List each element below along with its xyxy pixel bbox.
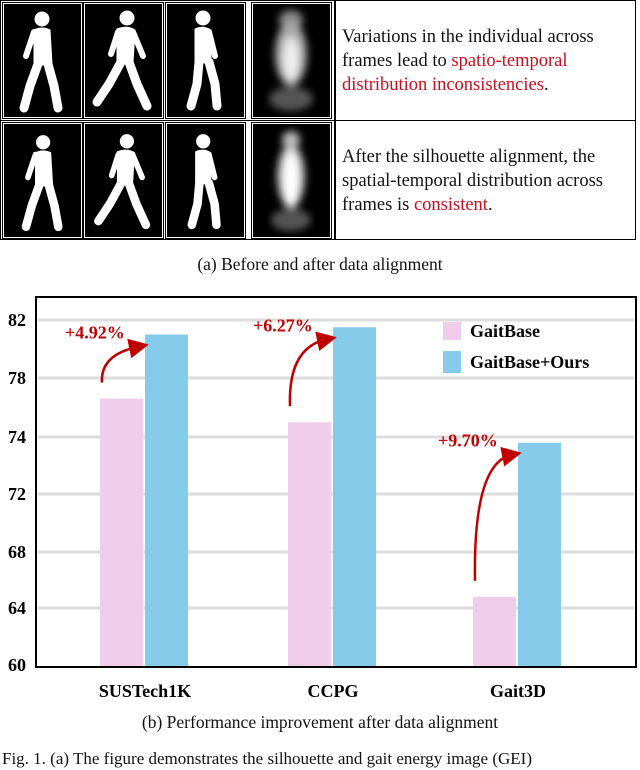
silhouette-frame — [3, 3, 82, 118]
silhouette-panel: Variations in the individual across fram… — [0, 0, 636, 240]
panel-row-after: After the silhouette alignment, the spat… — [1, 121, 635, 240]
legend-label-gaitbase: GaitBase — [470, 321, 540, 341]
silhouette-frame — [166, 3, 245, 118]
improvement-arrow — [473, 446, 522, 581]
bar-gaitbase-ccpg — [288, 422, 331, 666]
row-description: Variations in the individual across fram… — [334, 1, 635, 120]
bar-gaitbase-sustech1k — [100, 398, 143, 666]
y-tick-label: 68 — [8, 542, 26, 562]
caption-b: (b) Performance improvement after data a… — [141, 712, 499, 732]
y-tick-label: 78 — [8, 368, 26, 388]
bar-gaitbase-ours-ccpg — [333, 327, 376, 666]
y-tick-label: 72 — [8, 484, 26, 504]
bar-gaitbase-gait3d — [473, 596, 516, 666]
highlight-text: spatio-temporal distribution inconsisten… — [342, 50, 568, 95]
silhouette-frame — [84, 3, 163, 118]
y-tick-label: 82 — [8, 310, 26, 330]
x-category-label: Gait3D — [490, 681, 546, 701]
description-text: Variations in the individual across fram… — [342, 26, 594, 71]
silhouette-frame — [3, 123, 82, 238]
silhouette-frame — [166, 123, 245, 238]
highlight-text: consistent — [413, 194, 488, 215]
bar-gaitbase-ours-gait3d — [518, 442, 561, 666]
panel-row-before: Variations in the individual across fram… — [1, 1, 635, 121]
improvement-arrow — [288, 331, 337, 407]
bar-chart: +4.92% +6.27% +9.70% GaitBase GaitBase+Our… — [8, 296, 637, 701]
legend: GaitBase GaitBase+Ours — [443, 321, 589, 373]
legend-label-ours: GaitBase+Ours — [470, 352, 589, 372]
description-end: . — [487, 194, 493, 215]
legend-swatch-gaitbase — [443, 322, 461, 340]
gei-image — [252, 123, 331, 238]
improvement-arrow — [100, 338, 149, 383]
row-description: After the silhouette alignment, the spat… — [334, 121, 635, 240]
bar-gaitbase-ours-sustech1k — [145, 334, 188, 666]
x-category-label: CCPG — [308, 681, 359, 701]
x-category-label: SUSTech1K — [99, 681, 191, 701]
silhouette-frame — [84, 123, 163, 238]
improvement-label: +6.27% — [253, 315, 313, 335]
y-tick-label: 60 — [8, 655, 26, 675]
y-tick-label: 74 — [8, 427, 26, 447]
improvement-label: +9.70% — [438, 431, 498, 451]
figure-caption: Fig. 1. (a) The figure demonstrates the … — [2, 749, 532, 768]
gei-image — [252, 3, 331, 118]
caption-a: (a) Before and after data alignment — [197, 254, 443, 274]
description-text: After the silhouette alignment, the spat… — [342, 146, 603, 215]
improvement-label: +4.92% — [65, 323, 125, 343]
legend-swatch-ours — [443, 351, 461, 373]
y-tick-label: 64 — [8, 598, 26, 618]
description-end: . — [543, 74, 549, 95]
